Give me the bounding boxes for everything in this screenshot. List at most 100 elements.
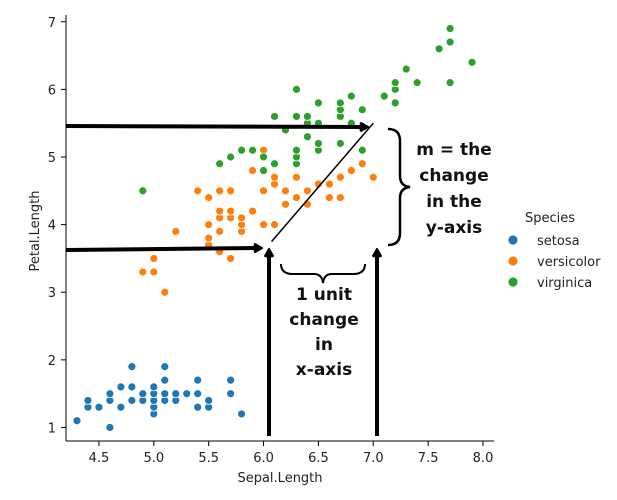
data-point-virginica <box>346 91 356 101</box>
data-point-versicolor <box>346 166 356 175</box>
y-tick-label: 4 <box>48 219 56 234</box>
x-tick-label: 8.0 <box>473 451 494 466</box>
data-point-versicolor <box>292 193 301 202</box>
data-point-versicolor <box>204 220 214 230</box>
slope-annotation-line: in the <box>426 192 482 212</box>
x-tick-label: 7.5 <box>418 451 439 466</box>
data-point-setosa <box>226 375 236 385</box>
data-point-versicolor <box>335 193 345 202</box>
run-annotation-line: in <box>315 335 333 355</box>
data-point-versicolor <box>160 287 170 297</box>
legend: Species setosa versicolor virginica <box>507 211 601 291</box>
data-point-versicolor <box>215 226 225 236</box>
axes <box>65 15 494 442</box>
legend-label-versicolor: versicolor <box>537 255 601 270</box>
data-point-versicolor <box>281 186 290 196</box>
horizontal-arrow-lower <box>65 248 261 250</box>
data-point-virginica <box>357 105 367 115</box>
data-point-setosa <box>160 375 170 385</box>
x-tick-label: 5.5 <box>198 451 219 466</box>
data-point-virginica <box>390 78 400 88</box>
x-axis-title: Sepal.Length <box>237 471 322 486</box>
slope-annotation-line: change <box>419 166 488 186</box>
data-point-versicolor <box>248 206 257 216</box>
data-points <box>72 24 477 432</box>
data-point-versicolor <box>193 186 203 196</box>
data-point-setosa <box>127 362 137 372</box>
annotations: m = the change in the y-axis 1 unit change in x… <box>65 123 492 436</box>
data-point-versicolor <box>368 172 378 182</box>
data-point-versicolor <box>226 206 236 216</box>
data-point-virginica <box>270 159 279 169</box>
data-point-virginica <box>270 112 279 121</box>
run-annotation-line: 1 unit <box>296 285 352 305</box>
data-point-versicolor <box>248 166 257 175</box>
data-point-versicolor <box>259 186 268 196</box>
data-point-virginica <box>248 145 257 155</box>
run-annotation-line: x-axis <box>296 360 352 380</box>
data-point-versicolor <box>204 233 214 243</box>
data-point-versicolor <box>281 199 290 209</box>
data-point-virginica <box>215 159 225 169</box>
data-point-versicolor <box>324 193 334 202</box>
data-point-virginica <box>303 112 312 121</box>
slope-annotation-line: y-axis <box>426 218 483 238</box>
data-point-setosa <box>160 389 170 399</box>
data-point-virginica <box>314 139 323 148</box>
y-tick-label: 2 <box>48 354 56 369</box>
y-tick-label: 3 <box>48 286 56 301</box>
x-tick-label: 6.0 <box>253 451 274 466</box>
data-point-virginica <box>445 24 455 33</box>
data-point-setosa <box>83 396 93 405</box>
data-point-versicolor <box>324 179 334 189</box>
data-point-setosa <box>94 402 104 412</box>
data-point-versicolor <box>303 199 312 209</box>
data-point-virginica <box>445 78 455 88</box>
data-point-virginica <box>445 37 455 47</box>
data-point-virginica <box>401 64 411 74</box>
data-point-versicolor <box>215 186 225 196</box>
data-point-versicolor <box>138 267 148 277</box>
y-ticks: 1 2 3 4 5 6 7 <box>48 16 66 436</box>
data-point-setosa <box>182 389 192 399</box>
data-point-virginica <box>292 112 301 121</box>
data-point-versicolor <box>215 206 225 216</box>
y-tick-label: 7 <box>48 16 56 31</box>
data-point-setosa <box>105 389 115 399</box>
data-point-versicolor <box>357 159 367 169</box>
data-point-setosa <box>193 389 203 399</box>
legend-label-setosa: setosa <box>537 234 580 249</box>
data-point-versicolor <box>237 213 246 223</box>
legend-marker-setosa <box>507 234 519 246</box>
legend-marker-virginica <box>507 276 519 288</box>
data-point-virginica <box>138 186 148 196</box>
x-ticks: 4.5 5.0 5.5 6.0 6.5 7.0 7.5 8.0 <box>89 441 494 466</box>
y-tick-label: 6 <box>48 83 56 98</box>
x-tick-label: 7.0 <box>363 451 384 466</box>
data-point-virginica <box>259 152 268 162</box>
data-point-versicolor <box>259 220 268 230</box>
data-point-setosa <box>193 402 203 412</box>
data-point-virginica <box>314 98 323 108</box>
legend-title: Species <box>525 211 575 226</box>
run-annotation-line: change <box>289 310 358 330</box>
x-tick-label: 5.0 <box>143 451 164 466</box>
data-point-setosa <box>127 382 137 392</box>
data-point-virginica <box>292 84 301 94</box>
data-point-virginica <box>226 152 236 162</box>
legend-marker-versicolor <box>507 255 519 267</box>
data-point-versicolor <box>204 193 214 202</box>
data-point-setosa <box>226 389 236 399</box>
data-point-setosa <box>193 375 203 385</box>
x-tick-label: 4.5 <box>89 451 110 466</box>
data-point-setosa <box>138 389 148 399</box>
data-point-virginica <box>292 145 301 155</box>
data-point-virginica <box>434 44 444 54</box>
data-point-setosa <box>127 396 137 405</box>
data-point-virginica <box>335 98 345 108</box>
y-tick-label: 5 <box>48 151 56 166</box>
data-point-versicolor <box>303 186 312 196</box>
data-point-versicolor <box>226 254 236 263</box>
horizontal-arrow-upper <box>65 126 367 127</box>
data-point-virginica <box>390 98 400 108</box>
